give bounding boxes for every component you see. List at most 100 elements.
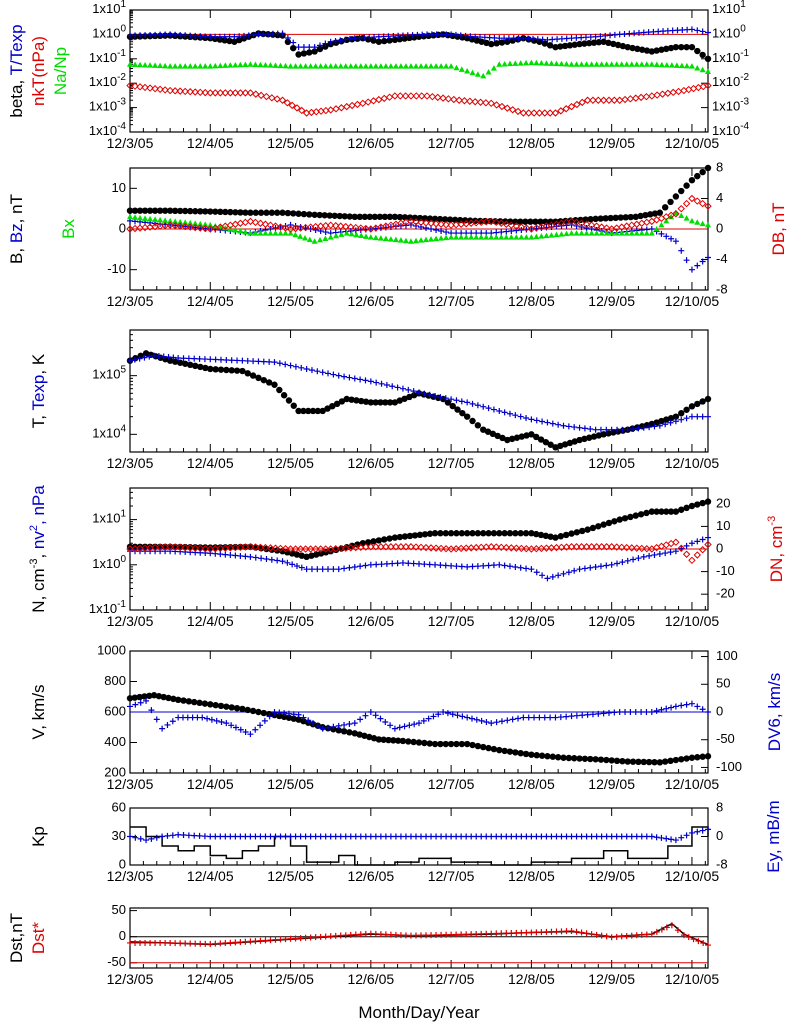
- data-point-blue: [351, 720, 358, 727]
- data-point-red: [432, 220, 440, 228]
- data-point-blue: [614, 426, 621, 433]
- data-point-red: [648, 931, 655, 938]
- y2-tick-label-exp: -3: [740, 97, 749, 108]
- data-point-blue: [357, 716, 364, 723]
- data-point-red: [311, 545, 320, 553]
- data-point-red: [698, 546, 707, 554]
- data-point-blue: [490, 562, 497, 569]
- data-point-blue: [663, 835, 670, 842]
- data-point-black: [249, 372, 257, 379]
- data-point-blue: [382, 718, 389, 725]
- data-point-black: [667, 414, 675, 422]
- data-point-blue: [705, 534, 711, 541]
- data-point-blue: [603, 562, 610, 569]
- data-point-black: [678, 506, 685, 513]
- data-point-blue: [651, 423, 658, 430]
- data-point-blue: [327, 38, 334, 45]
- data-point-blue: [442, 562, 449, 569]
- data-point-black: [197, 544, 204, 551]
- data-point-red: [382, 931, 389, 938]
- data-point-blue: [137, 835, 144, 842]
- data-point-red: [231, 543, 240, 552]
- data-point-red: [268, 94, 276, 102]
- data-point-red: [674, 87, 683, 96]
- data-point-black: [386, 399, 394, 406]
- data-point-red: [638, 219, 646, 227]
- y2-tick-label: 1x10-3: [712, 97, 750, 114]
- data-point-blue: [533, 417, 540, 424]
- data-point-black: [191, 698, 198, 706]
- data-point-black: [640, 758, 647, 766]
- data-point-black: [244, 370, 251, 377]
- data-point-blue: [428, 226, 435, 232]
- data-point-blue: [222, 551, 229, 558]
- data-point-blue: [459, 713, 466, 720]
- data-point-black: [314, 407, 322, 415]
- data-point-red: [664, 89, 672, 97]
- data-point-black: [494, 432, 501, 440]
- data-point-red: [252, 90, 260, 98]
- data-point-black: [197, 363, 204, 371]
- data-point-green: [412, 237, 419, 244]
- data-point-blue: [201, 356, 208, 363]
- data-point-blue: [302, 833, 309, 840]
- data-point-blue: [563, 833, 570, 840]
- data-point-blue: [261, 717, 268, 724]
- data-point-blue: [277, 223, 284, 230]
- data-point-black: [573, 529, 581, 536]
- data-point-green: [372, 63, 379, 69]
- data-point-blue: [293, 562, 300, 569]
- data-point-black: [237, 209, 244, 216]
- data-point-blue: [464, 563, 471, 570]
- data-point-black: [146, 692, 153, 700]
- data-point-blue: [442, 395, 449, 402]
- data-point-black: [522, 530, 530, 537]
- data-point-green: [338, 231, 345, 237]
- data-point-black: [271, 711, 278, 719]
- data-point-red: [276, 223, 285, 231]
- data-point-black: [474, 742, 482, 750]
- data-point-black: [232, 209, 239, 216]
- data-point-blue: [258, 555, 265, 562]
- data-point-red: [342, 222, 350, 231]
- data-point-red: [364, 98, 372, 106]
- data-point-red: [672, 538, 680, 546]
- data-point-black: [290, 44, 297, 52]
- data-point-green: [563, 61, 570, 67]
- data-point-blue: [167, 31, 174, 38]
- data-point-blue: [587, 564, 594, 571]
- data-point-green: [377, 63, 384, 69]
- x-tick-label: 12/4/05: [187, 455, 234, 471]
- data-point-green: [583, 230, 590, 236]
- data-point-green: [608, 61, 615, 67]
- data-point-red: [628, 544, 636, 552]
- data-point-green: [548, 60, 555, 66]
- x-tick-label: 12/10/05: [665, 135, 720, 151]
- data-point-green: [127, 61, 133, 67]
- data-point-blue: [474, 402, 481, 409]
- data-point-green: [316, 236, 323, 243]
- data-point-blue: [148, 707, 155, 714]
- data-point-green: [332, 63, 339, 69]
- data-point-black: [590, 433, 598, 440]
- data-point-red: [532, 545, 541, 553]
- data-point-black: [683, 504, 690, 512]
- data-point-black: [271, 381, 278, 388]
- data-point-blue: [213, 717, 220, 724]
- data-point-black: [587, 215, 594, 223]
- data-point-blue: [242, 728, 249, 735]
- data-point-blue: [474, 563, 481, 570]
- data-point-blue: [672, 418, 679, 425]
- data-point-green: [613, 230, 620, 236]
- data-point-black: [426, 530, 434, 537]
- data-point-black: [176, 207, 184, 215]
- data-point-black: [401, 395, 408, 402]
- data-point-green: [302, 63, 309, 69]
- data-point-red: [643, 931, 650, 938]
- y-tick-label: 1x10-1: [89, 48, 127, 65]
- data-point-blue: [469, 563, 476, 570]
- data-point-black: [634, 45, 641, 53]
- data-point-black: [546, 42, 554, 49]
- data-point-black: [518, 433, 525, 440]
- x-tick-label: 12/4/05: [187, 776, 234, 792]
